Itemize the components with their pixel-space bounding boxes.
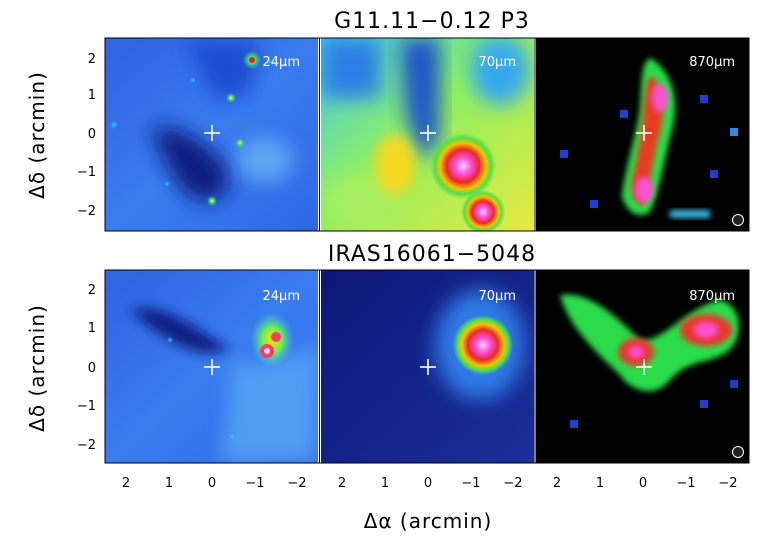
svg-text:−1: −1 [245, 476, 264, 491]
y-axis-label-row1: Δδ (arcmin) [25, 71, 49, 199]
svg-text:2: 2 [338, 476, 346, 491]
svg-text:−2: −2 [77, 438, 96, 453]
y-axis-label-row2: Δδ (arcmin) [25, 304, 49, 432]
svg-text:−2: −2 [503, 476, 522, 491]
image-panel-r2-24um [105, 270, 318, 463]
svg-text:0: 0 [208, 476, 216, 491]
svg-text:2: 2 [88, 52, 96, 67]
svg-text:1: 1 [596, 476, 604, 491]
band-label: 24μm [263, 55, 300, 70]
svg-text:−1: −1 [461, 476, 480, 491]
image-panel-r1-870um [536, 38, 749, 231]
svg-text:−1: −1 [77, 399, 96, 414]
svg-text:2: 2 [553, 476, 561, 491]
svg-text:0: 0 [639, 476, 647, 491]
svg-text:−2: −2 [718, 476, 737, 491]
band-label: 70μm [479, 55, 516, 70]
row2-title: IRAS16061−5048 [328, 242, 536, 267]
svg-text:0: 0 [88, 361, 96, 376]
image-panel-r1-24um [105, 38, 318, 231]
svg-text:1: 1 [381, 476, 389, 491]
svg-text:0: 0 [88, 127, 96, 142]
svg-text:0: 0 [424, 476, 432, 491]
svg-text:−2: −2 [287, 476, 306, 491]
center-cross-markers [204, 125, 652, 375]
x-axis-ticks: 2 1 0 −1 −2 2 1 0 −1 −2 2 1 0 −1 −2 [122, 476, 738, 491]
x-axis-label: Δα (arcmin) [364, 509, 493, 533]
band-label: 870μm [689, 55, 735, 70]
y-axis-ticks: 2 1 0 −1 −2 2 1 0 −1 −2 [77, 52, 96, 453]
svg-text:2: 2 [122, 476, 130, 491]
svg-text:1: 1 [165, 476, 173, 491]
svg-text:2: 2 [88, 283, 96, 298]
band-label: 870μm [689, 289, 735, 304]
svg-text:−1: −1 [676, 476, 695, 491]
svg-text:−1: −1 [77, 165, 96, 180]
band-label: 24μm [263, 289, 300, 304]
svg-text:1: 1 [88, 88, 96, 103]
svg-text:−2: −2 [77, 204, 96, 219]
band-label: 70μm [479, 289, 516, 304]
svg-text:1: 1 [88, 321, 96, 336]
row1-title: G11.11−0.12 P3 [334, 9, 530, 34]
